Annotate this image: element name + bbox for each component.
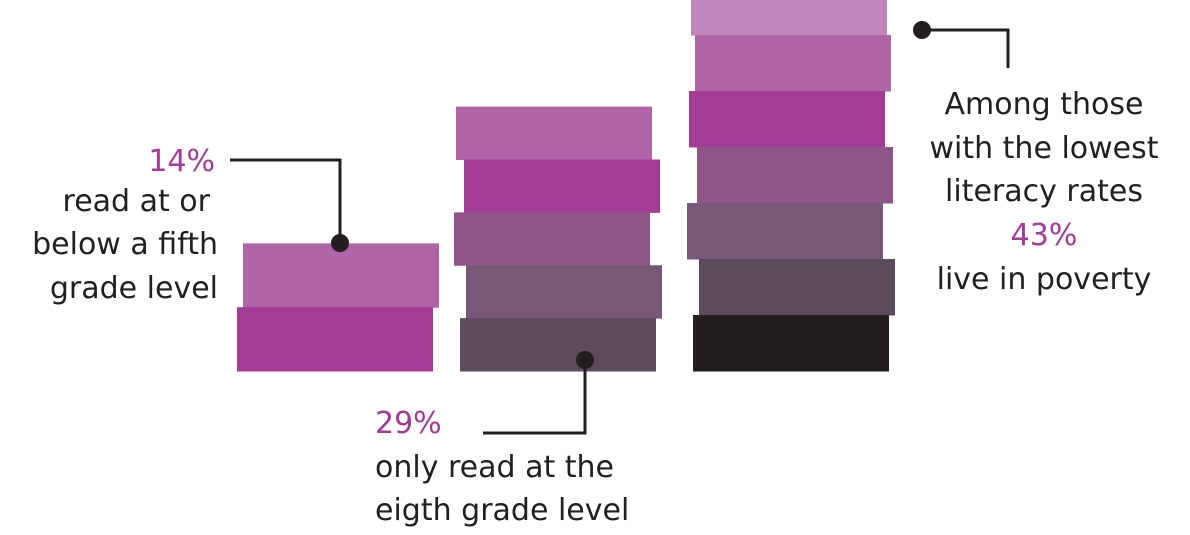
- text-line-stack-3: live in poverty: [937, 262, 1152, 297]
- connector-lines: [230, 21, 1010, 435]
- connector-dot-stack-1: [331, 234, 349, 252]
- stack-2-block-1: [456, 106, 652, 161]
- connector-line-stack-1: [230, 158, 342, 243]
- connector-dot-stack-3: [913, 21, 931, 39]
- stack-3-block-7: [693, 315, 889, 372]
- stack-3-block-3: [689, 91, 885, 148]
- stack-3-block-4: [697, 147, 893, 204]
- value-label-stack-3: 43%: [1011, 218, 1078, 253]
- text-line-stack-3: literacy rates: [945, 174, 1143, 209]
- stack-2-block-2: [464, 159, 660, 213]
- connector-dot-stack-2: [576, 351, 594, 369]
- stack-1-block-1: [243, 243, 439, 308]
- stack-2-block-3: [454, 212, 650, 266]
- stack-2-block-4: [466, 265, 662, 319]
- text-line-stack-2: eigth grade level: [375, 493, 629, 528]
- stack-1-block-2: [237, 307, 433, 372]
- stack-3-block-5: [687, 203, 883, 260]
- connector-line-stack-2: [483, 360, 587, 435]
- connector-line-stack-3: [922, 28, 1010, 68]
- stack-2-block-5: [460, 318, 656, 372]
- text-line-stack-1: below a fifth: [32, 227, 218, 262]
- text-line-stack-3: Among those: [945, 87, 1144, 122]
- stack-3-block-1: [691, 0, 887, 36]
- stacked-blocks: [237, 0, 895, 372]
- stack-3-block-2: [695, 35, 891, 92]
- text-line-stack-1: grade level: [50, 271, 218, 306]
- text-line-stack-1: read at or: [63, 184, 211, 219]
- text-line-stack-3: with the lowest: [929, 131, 1158, 166]
- value-label-stack-1: 14%: [148, 144, 215, 179]
- value-label-stack-2: 29%: [375, 406, 442, 441]
- text-line-stack-2: only read at the: [375, 450, 614, 485]
- stack-3-block-6: [699, 259, 895, 316]
